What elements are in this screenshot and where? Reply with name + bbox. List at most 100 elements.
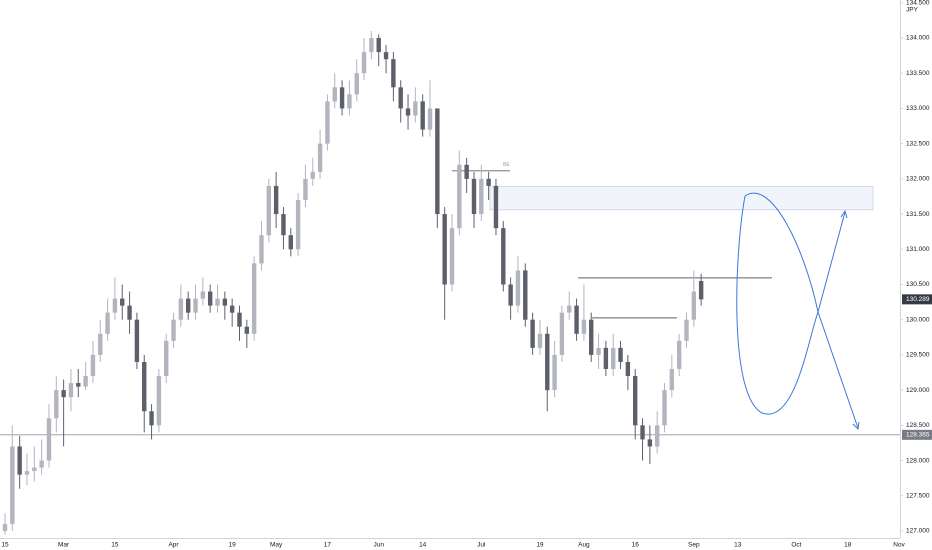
candle-body bbox=[376, 38, 381, 53]
y-tick-label: 133.500 bbox=[906, 70, 930, 77]
candle-body bbox=[581, 319, 587, 334]
projection-curve bbox=[736, 192, 860, 431]
candle-body bbox=[398, 87, 403, 109]
candle-body bbox=[251, 263, 257, 334]
y-tick-label: 129.500 bbox=[906, 352, 930, 359]
x-tick-label: Aug bbox=[578, 542, 590, 549]
candle-body bbox=[545, 333, 550, 391]
candle-body bbox=[618, 347, 623, 362]
candle-body bbox=[632, 376, 638, 426]
candle-body bbox=[68, 383, 74, 398]
candle-body bbox=[669, 368, 675, 391]
x-tick-label: 13 bbox=[734, 542, 742, 549]
candle-body bbox=[288, 235, 293, 250]
candle-body bbox=[178, 298, 184, 320]
y-tick-label: 127.000 bbox=[906, 528, 930, 535]
candle-body bbox=[567, 305, 572, 313]
y-tick-label: 134.000 bbox=[906, 35, 930, 42]
candle-body bbox=[684, 319, 689, 341]
candle-body bbox=[369, 38, 374, 53]
candle-body bbox=[347, 94, 352, 109]
candle-body bbox=[185, 298, 191, 313]
candle-body bbox=[134, 319, 140, 362]
candle-body bbox=[589, 319, 594, 355]
x-tick-label: 15 bbox=[1, 542, 9, 549]
candle-body bbox=[464, 164, 469, 179]
x-tick-label: Apr bbox=[168, 542, 179, 549]
candle-body bbox=[229, 305, 235, 313]
last-price-tag-box bbox=[902, 294, 932, 305]
drawings: BE bbox=[0, 162, 900, 436]
candle-body bbox=[105, 312, 110, 334]
candle-body bbox=[303, 178, 308, 200]
arrow-head-down bbox=[852, 421, 860, 431]
candle-body bbox=[493, 185, 499, 229]
candle-body bbox=[413, 101, 418, 116]
candle-body bbox=[596, 347, 601, 355]
candle-body bbox=[317, 143, 323, 172]
zone bbox=[489, 186, 874, 211]
candle-body bbox=[237, 312, 242, 327]
y-tick-label: 127.500 bbox=[906, 492, 930, 499]
projection-path-down bbox=[744, 192, 859, 429]
candle-body bbox=[552, 354, 557, 391]
x-tick-label: May bbox=[270, 542, 283, 549]
candle-body bbox=[486, 178, 491, 186]
candle-body bbox=[515, 270, 521, 306]
x-tick-label: 15 bbox=[111, 542, 119, 549]
y-tick-label: 131.500 bbox=[906, 211, 930, 218]
candle-body bbox=[193, 298, 198, 313]
candle-body bbox=[603, 347, 609, 369]
candle-body bbox=[420, 101, 425, 130]
candle-body bbox=[90, 354, 96, 377]
y-tick-label: 133.000 bbox=[906, 105, 930, 112]
candle-body bbox=[244, 326, 250, 334]
candle-body bbox=[339, 87, 345, 109]
candle-body bbox=[98, 333, 103, 355]
x-tick-label: 17 bbox=[324, 542, 332, 549]
candle-body bbox=[17, 446, 22, 475]
candle-body bbox=[611, 347, 616, 369]
last-price-tag-label: 130.289 bbox=[906, 296, 930, 303]
x-tick-label: Mar bbox=[58, 542, 70, 549]
candle-body bbox=[662, 390, 667, 426]
candle-body bbox=[273, 185, 279, 215]
x-tick-label: 19 bbox=[229, 542, 237, 549]
candle-body bbox=[640, 425, 645, 440]
candle-body bbox=[281, 214, 286, 236]
projection-path-up bbox=[736, 195, 846, 415]
candle-body bbox=[332, 87, 337, 102]
candle-body bbox=[574, 305, 579, 334]
candle-body bbox=[156, 376, 162, 426]
unit-label: JPY bbox=[906, 7, 919, 14]
candle-body bbox=[32, 467, 37, 472]
candle-body bbox=[479, 178, 484, 215]
candle-body bbox=[442, 214, 447, 285]
candle-body bbox=[698, 280, 704, 300]
candle-body bbox=[325, 101, 330, 144]
candle-body bbox=[164, 340, 169, 377]
candle-body bbox=[676, 340, 682, 369]
x-tick-label: Jul bbox=[477, 542, 486, 549]
arrow-head-up bbox=[840, 209, 848, 219]
candle-body bbox=[295, 199, 301, 250]
candle-body bbox=[10, 446, 15, 524]
y-tick-label: 128.000 bbox=[906, 457, 930, 464]
candle-body bbox=[508, 284, 513, 306]
candle-body bbox=[200, 291, 206, 299]
candle-body bbox=[215, 298, 220, 306]
y-tick-label: 134.500 bbox=[906, 0, 930, 7]
candle-body bbox=[76, 383, 81, 387]
candle-body bbox=[383, 52, 389, 60]
candle-body bbox=[120, 298, 125, 306]
candle-body bbox=[46, 418, 52, 461]
y-tick-label: 132.000 bbox=[906, 176, 930, 183]
candle-body bbox=[530, 319, 535, 348]
candle-body bbox=[449, 228, 455, 285]
candle-body bbox=[2, 523, 8, 531]
candle-body bbox=[427, 108, 433, 130]
